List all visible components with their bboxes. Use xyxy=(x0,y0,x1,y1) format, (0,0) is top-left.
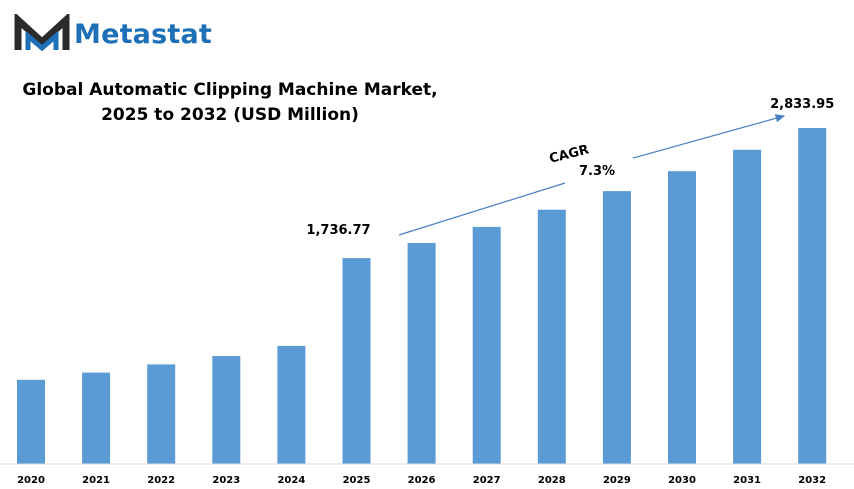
bar-2021 xyxy=(82,372,111,464)
x-tick-2026: 2026 xyxy=(408,475,436,486)
x-tick-2024: 2024 xyxy=(277,475,305,486)
cagr-value: 7.3% xyxy=(579,164,615,179)
x-tick-2021: 2021 xyxy=(82,475,110,486)
bar-2024 xyxy=(277,345,306,464)
data-label-2032: 2,833.95 xyxy=(770,97,834,112)
bar-2027 xyxy=(472,226,501,464)
chart-title-line-2: 2025 to 2032 (USD Million) xyxy=(101,105,359,125)
x-tick-2029: 2029 xyxy=(603,475,631,486)
bar-2025 xyxy=(342,258,371,464)
x-tick-2025: 2025 xyxy=(343,475,371,486)
x-tick-2031: 2031 xyxy=(733,475,761,486)
x-tick-2028: 2028 xyxy=(538,475,566,486)
bar-2029 xyxy=(602,191,631,464)
bar-2020 xyxy=(17,379,45,464)
chart-title: Global Automatic Clipping Machine Market… xyxy=(20,78,440,128)
bar-2028 xyxy=(537,209,566,464)
x-tick-2032: 2032 xyxy=(798,475,826,486)
x-tick-2030: 2030 xyxy=(668,475,696,486)
metastat-logo-icon xyxy=(14,14,70,52)
cagr-arrow-right xyxy=(632,114,786,159)
x-tick-2020: 2020 xyxy=(17,475,45,486)
bar-2022 xyxy=(147,364,176,464)
x-tick-2022: 2022 xyxy=(147,475,175,486)
bar-2030 xyxy=(668,171,696,464)
brand-logo: Metastat xyxy=(14,14,212,54)
data-label-2025: 1,736.77 xyxy=(306,223,370,238)
x-tick-2027: 2027 xyxy=(473,475,501,486)
bar-2026 xyxy=(407,243,436,464)
cagr-arrow-left xyxy=(398,182,566,236)
chart-title-line-1: Global Automatic Clipping Machine Market… xyxy=(22,80,438,100)
bar-2031 xyxy=(733,149,762,465)
bar-2023 xyxy=(212,356,241,464)
x-tick-2023: 2023 xyxy=(212,475,240,486)
brand-name: Metastat xyxy=(74,18,213,50)
bar-2032 xyxy=(798,128,827,464)
